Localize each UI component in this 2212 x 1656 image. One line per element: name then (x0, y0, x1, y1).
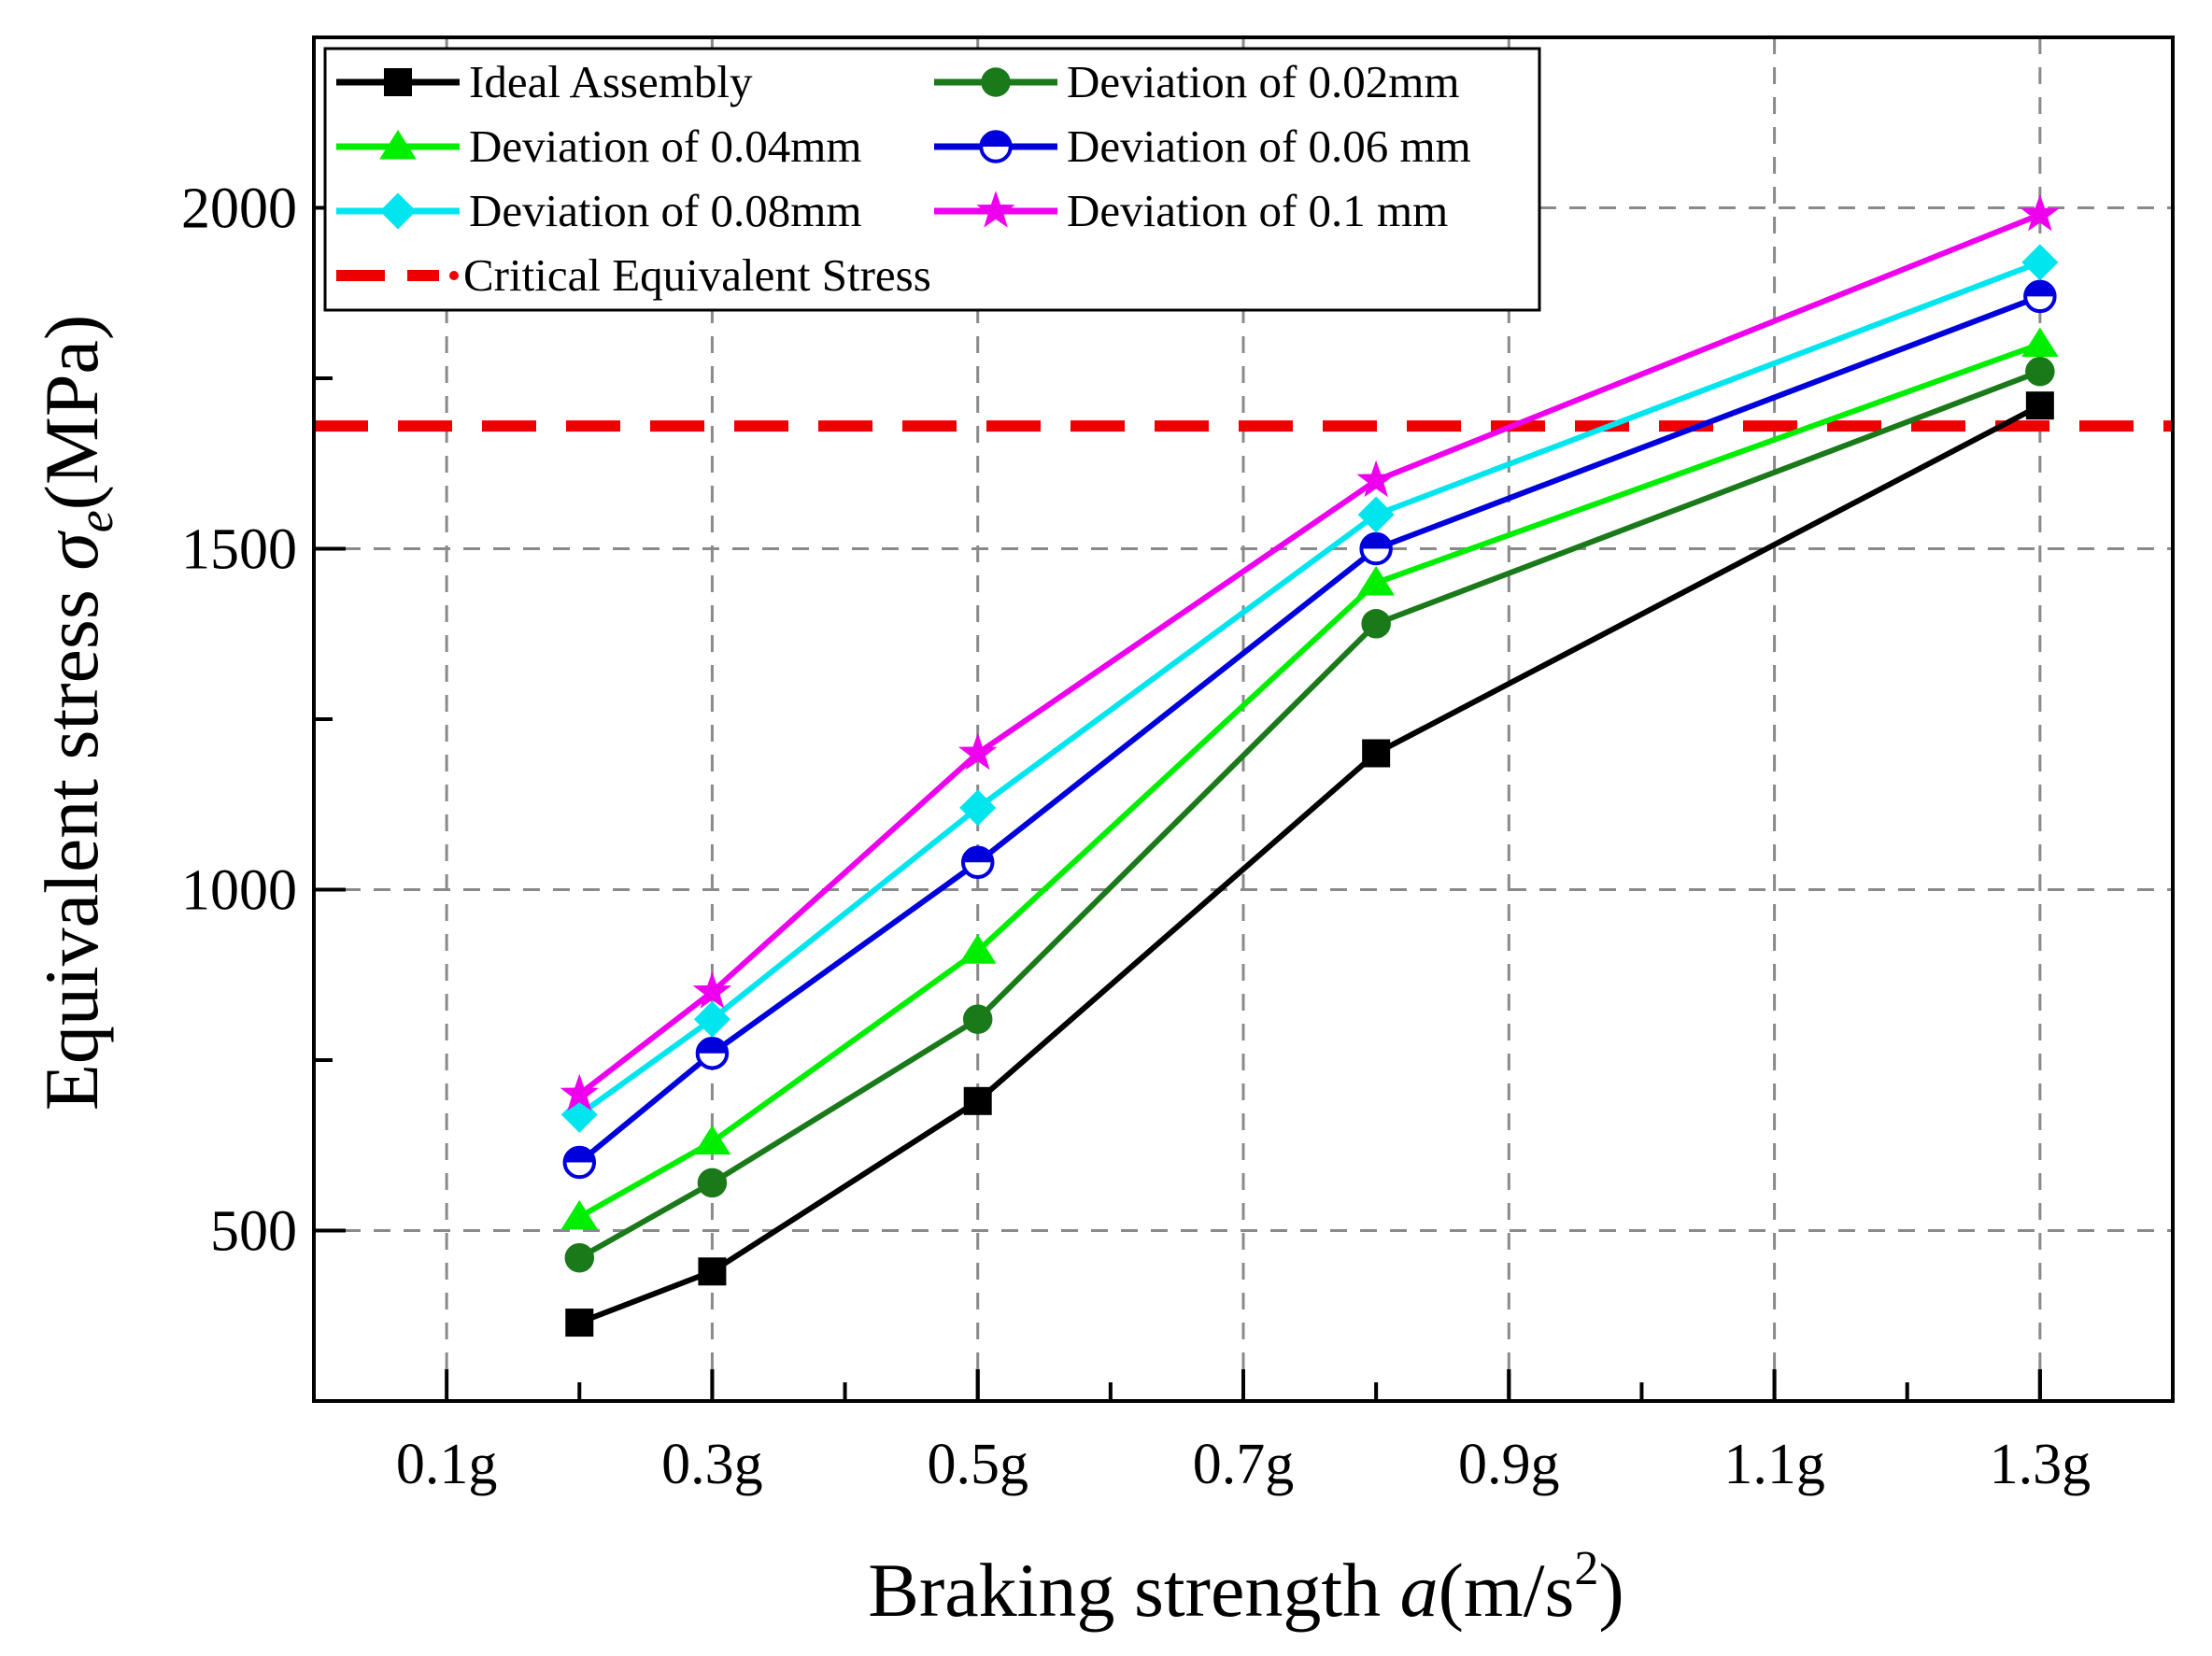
y-axis-title: Equivalent stress σe(MPa) (29, 315, 123, 1111)
y-axis-title-unit: (MPa) (29, 315, 114, 511)
x-tick-label: 0.9g (1458, 1433, 1560, 1496)
y-tick-label: 2000 (181, 177, 297, 241)
legend-item-reference: Critical Equivalent Stress (336, 249, 931, 301)
y-axis-title-var: σ (29, 530, 114, 571)
star-marker (560, 1073, 599, 1111)
legend-item: Deviation of 0.08mm (336, 185, 862, 236)
legend-item: Deviation of 0.04mm (336, 120, 862, 172)
x-tick-label: 0.5g (927, 1433, 1028, 1496)
diamond-marker (959, 789, 997, 827)
legend-label: Deviation of 0.1 mm (1067, 185, 1448, 236)
series-line (577, 293, 2041, 1165)
series-1 (565, 391, 2054, 1338)
y-tick-label: 500 (210, 1200, 297, 1264)
half-circle-marker (979, 130, 1013, 163)
x-axis-title: Braking strength a(m/s2) (868, 1542, 1624, 1633)
x-axis-title-close: ) (1598, 1548, 1624, 1633)
square-marker (384, 68, 412, 96)
star-marker (976, 191, 1015, 228)
triangle-marker (1357, 566, 1395, 596)
x-tick-label: 0.1g (396, 1433, 498, 1496)
legend-item: Ideal Assembly (336, 56, 753, 107)
x-tick-label: 1.1g (1723, 1433, 1825, 1496)
series-line (577, 341, 2041, 1220)
star-marker (692, 971, 732, 1009)
star-marker (958, 732, 998, 771)
square-marker (698, 1257, 727, 1286)
x-axis-title-unit: (m/s (1439, 1548, 1575, 1633)
half-circle-fill (697, 1038, 728, 1054)
square-marker (963, 1086, 992, 1115)
series-4 (562, 279, 2057, 1180)
triangle-marker (560, 1199, 599, 1230)
legend-item: Deviation of 0.02mm (934, 56, 1460, 107)
axes-layer: 0.1g 0.3g 0.5g 0.7g 0.9g 1.1g 1.3g 500 1000 1500 2… (181, 35, 2175, 1496)
half-circle-fill (1361, 533, 1391, 549)
circle-marker (981, 67, 1011, 97)
square-marker (1362, 739, 1391, 768)
y-tick-label: 1500 (181, 518, 297, 582)
circle-marker (962, 1004, 993, 1034)
x-tick-label: 0.7g (1193, 1433, 1295, 1496)
series-line (578, 403, 2042, 1325)
x-axis-title-sup: 2 (1574, 1542, 1598, 1595)
series-5 (560, 244, 2059, 1133)
y-axis-title-sub: e (67, 510, 123, 532)
triangle-marker (379, 130, 417, 160)
legend-label: Deviation of 0.08mm (469, 185, 862, 236)
half-circle-marker (562, 1145, 597, 1180)
series-2 (564, 356, 2055, 1273)
star-marker (1356, 460, 1396, 498)
legend-label: Deviation of 0.06 mm (1067, 120, 1471, 172)
square-marker (565, 1309, 594, 1338)
legend-label: Deviation of 0.04mm (469, 120, 862, 172)
half-circle-fill (564, 1147, 595, 1163)
triangle-marker (693, 1125, 731, 1155)
star-marker (2021, 194, 2060, 232)
y-tick-label: 1000 (181, 859, 297, 923)
axis-titles: Braking strength a(m/s2) Equivalent stre… (29, 315, 1624, 1633)
half-circle-fill (981, 132, 1011, 147)
circle-marker (564, 1242, 595, 1273)
legend-box (323, 47, 1541, 312)
x-axis-title-prefix: Braking strength (868, 1548, 1399, 1633)
half-circle-fill (2025, 281, 2055, 297)
x-tick-label: 0.3g (661, 1433, 763, 1496)
triangle-marker (958, 934, 997, 964)
legend-swatch-dot (449, 271, 459, 280)
legend: Ideal Assembly Deviation of 0.02mm Deviati… (323, 47, 1541, 312)
circle-marker (697, 1168, 728, 1198)
legend-label: Deviation of 0.02mm (1067, 56, 1460, 107)
legend-item: Deviation of 0.1 mm (934, 185, 1448, 236)
legend-label: Critical Equivalent Stress (463, 249, 931, 301)
square-marker (2025, 391, 2054, 420)
half-circle-marker (1359, 531, 1393, 566)
series-layer (560, 194, 2060, 1338)
y-axis-title-prefix: Equivalent stress (29, 571, 114, 1111)
series-3 (560, 327, 2059, 1230)
circle-marker (2025, 356, 2055, 387)
series-6 (560, 194, 2060, 1111)
half-circle-marker (695, 1036, 730, 1070)
half-circle-fill (962, 847, 993, 863)
x-tick-label: 1.3g (1990, 1433, 2091, 1496)
diamond-marker (693, 1000, 730, 1038)
circle-marker (1361, 609, 1391, 639)
diamond-marker (379, 192, 417, 230)
half-circle-marker (960, 845, 995, 880)
diamond-marker (2021, 244, 2059, 281)
triangle-marker (2021, 327, 2059, 357)
diamond-marker (1357, 496, 1395, 533)
half-circle-marker (2023, 279, 2057, 314)
x-axis-title-var: a (1400, 1548, 1439, 1633)
legend-item: Deviation of 0.06 mm (934, 120, 1471, 172)
legend-label: Ideal Assembly (469, 56, 753, 107)
